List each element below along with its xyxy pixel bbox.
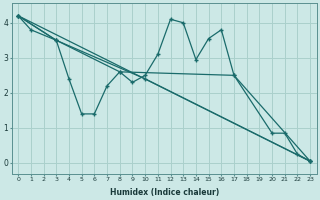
- X-axis label: Humidex (Indice chaleur): Humidex (Indice chaleur): [109, 188, 219, 197]
